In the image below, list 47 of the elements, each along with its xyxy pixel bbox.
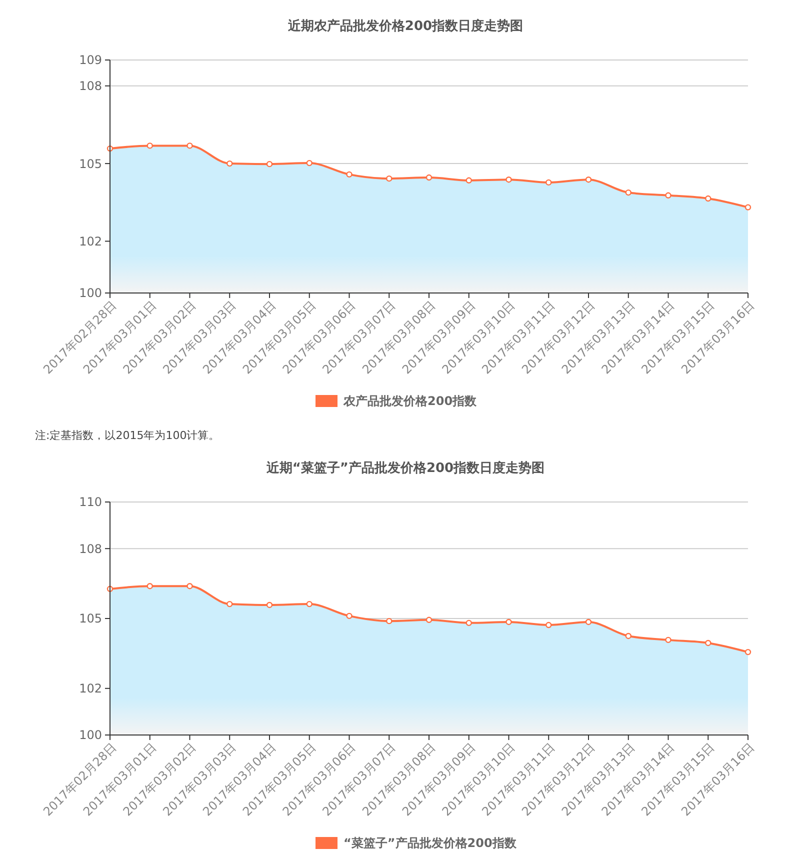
point <box>705 195 712 202</box>
y-tick-label: 102 <box>79 234 102 248</box>
point <box>506 618 512 626</box>
y-tick-label: 100 <box>79 286 102 300</box>
point <box>426 174 432 181</box>
point <box>266 160 273 168</box>
legend-label: “菜篮子”产品批发价格200指数 <box>344 836 518 850</box>
y-tick-label: 105 <box>79 156 102 171</box>
point <box>744 204 752 210</box>
chart-title: 近期农产品批发价格200指数日度走势图 <box>286 18 524 34</box>
point <box>386 175 392 182</box>
point <box>466 620 472 626</box>
point <box>506 176 512 183</box>
point <box>266 602 273 608</box>
y-tick-label: 109 <box>79 53 102 68</box>
chart-title: 近期“菜篮子”产品批发价格200指数日度走势图 <box>265 460 545 476</box>
point <box>186 142 193 149</box>
point <box>466 177 472 184</box>
point <box>226 160 233 167</box>
legend-label: 农产品批发价格200指数 <box>342 394 478 408</box>
y-tick-label: 100 <box>79 728 102 742</box>
point <box>346 171 352 178</box>
point <box>625 632 632 640</box>
point <box>546 179 552 186</box>
point <box>665 636 672 644</box>
point <box>306 600 312 608</box>
point <box>705 640 712 646</box>
point <box>146 142 153 149</box>
point <box>306 160 312 166</box>
y-tick-label: 108 <box>79 79 102 94</box>
y-tick-label: 110 <box>79 495 102 510</box>
y-tick-label: 108 <box>79 542 102 556</box>
text: 注:定基指数，以2015年为100计算。 <box>35 428 220 442</box>
point <box>426 616 432 623</box>
point <box>546 622 552 628</box>
point <box>625 189 632 196</box>
y-tick-label: 102 <box>79 682 102 696</box>
point <box>665 192 672 198</box>
point <box>386 618 392 624</box>
point <box>186 583 193 590</box>
point <box>346 612 352 620</box>
point <box>744 648 752 656</box>
point <box>226 600 233 608</box>
point <box>585 176 592 183</box>
point <box>146 583 153 590</box>
point <box>585 618 592 626</box>
y-tick-label: 105 <box>79 612 102 626</box>
